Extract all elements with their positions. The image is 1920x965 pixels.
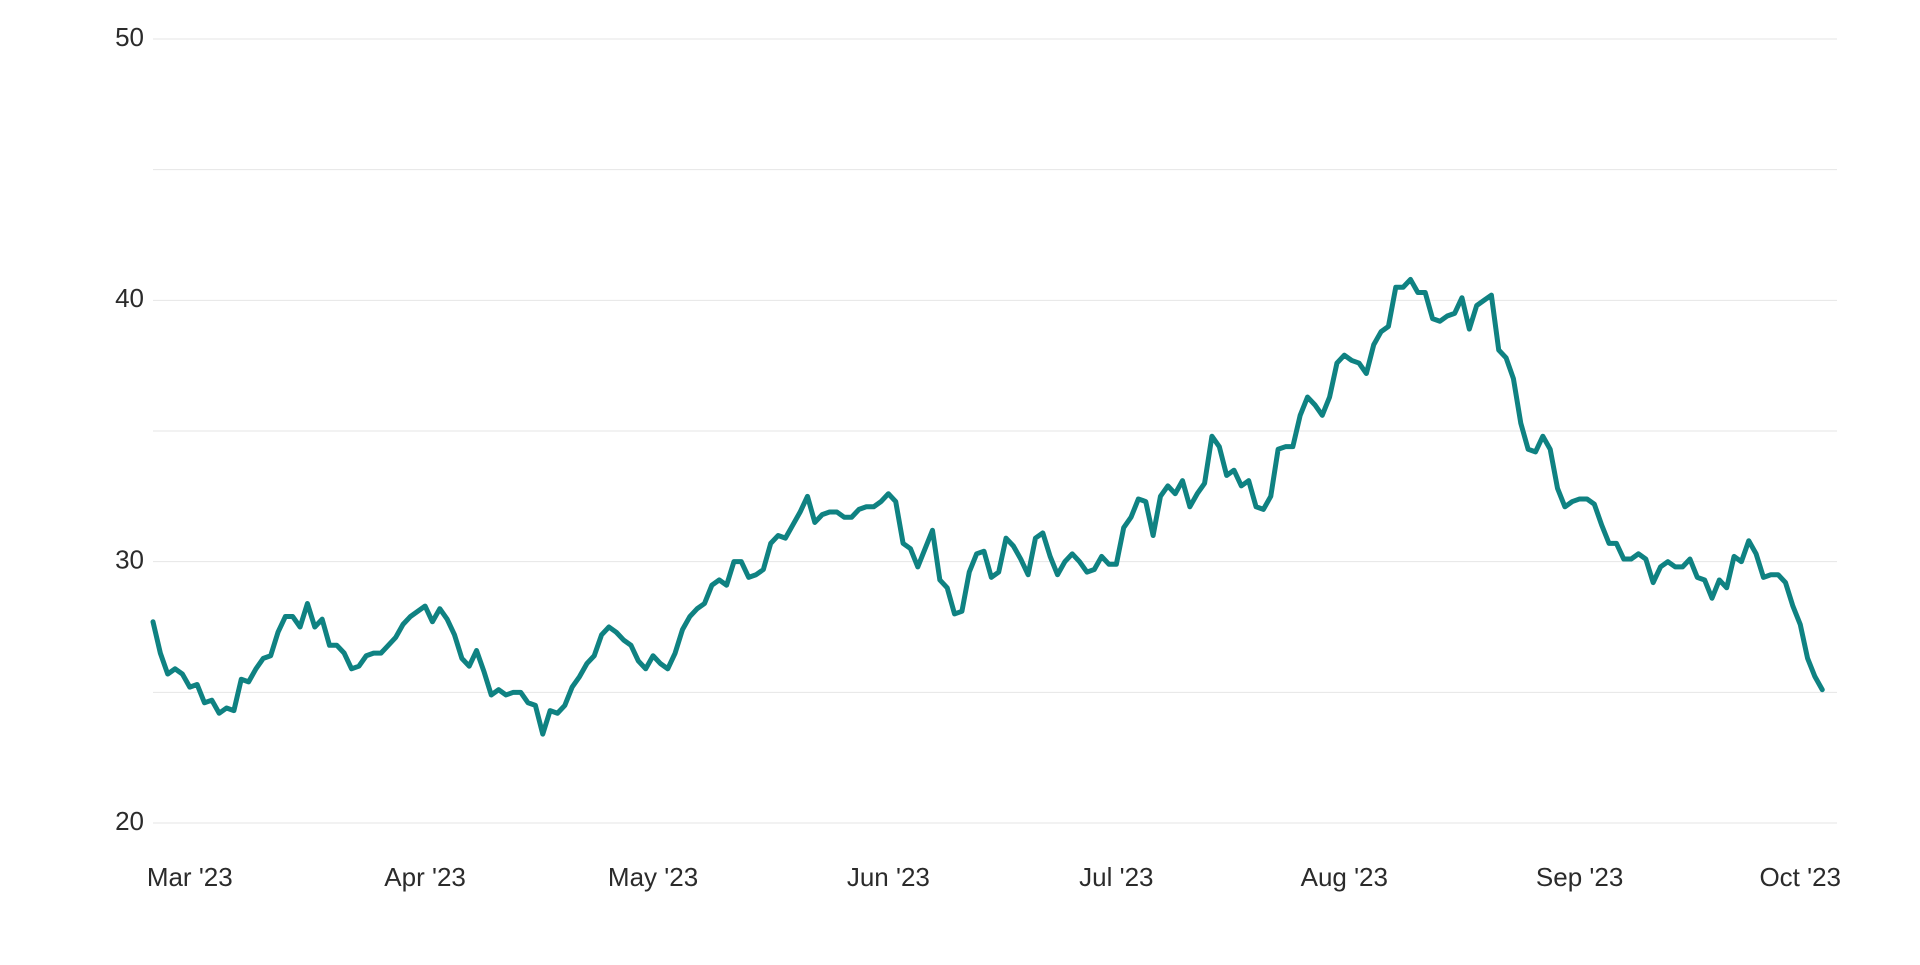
x-tick-label: May '23 — [608, 862, 698, 892]
x-tick-label: Jun '23 — [847, 862, 930, 892]
line — [150, 276, 1825, 737]
x-tick-label: Mar '23 — [147, 862, 233, 892]
y-tick-label: 20 — [115, 806, 144, 836]
x-tick-label: Oct '23 — [1759, 862, 1841, 892]
x-tick-label: Sep '23 — [1536, 862, 1623, 892]
y-tick-label: 30 — [115, 545, 144, 575]
x-tick-label: Apr '23 — [384, 862, 466, 892]
x-tick-label: Aug '23 — [1301, 862, 1388, 892]
y-tick-label: 50 — [115, 22, 144, 52]
y-tick-label: 40 — [115, 283, 144, 313]
x-tick-label: Jul '23 — [1079, 862, 1153, 892]
